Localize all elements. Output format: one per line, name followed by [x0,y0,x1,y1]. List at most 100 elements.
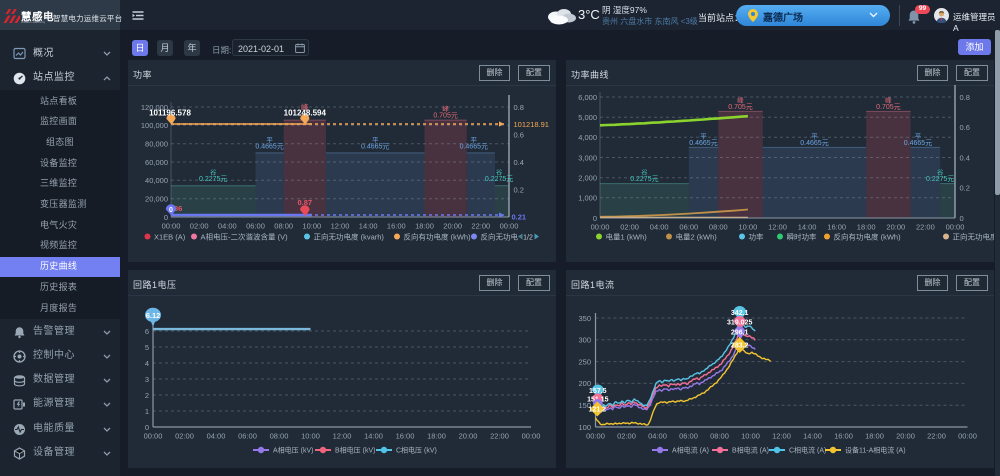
svg-text:峰: 峰 [737,96,744,105]
svg-text:反向有功电度 (kWh): 反向有功电度 (kWh) [404,231,472,241]
svg-text:283.2: 283.2 [731,343,749,350]
svg-text:0.87: 0.87 [297,198,312,207]
svg-text:0.705元: 0.705元 [876,103,901,111]
svg-text:08:00: 08:00 [709,223,728,232]
svg-text:0: 0 [164,213,168,222]
svg-text:峰: 峰 [301,102,309,112]
svg-text:14:00: 14:00 [364,432,383,441]
svg-text:16:00: 16:00 [834,432,853,441]
svg-text:02:00: 02:00 [620,223,639,232]
svg-text:反向有功电度 (kWh): 反向有功电度 (kWh) [834,231,902,241]
svg-text:平: 平 [372,136,379,144]
svg-text:150: 150 [578,401,591,410]
svg-text:0.2: 0.2 [960,184,970,193]
svg-text:C相电压 (kV): C相电压 (kV) [396,446,437,455]
svg-text:18:00: 18:00 [415,222,434,231]
svg-text:功率: 功率 [749,231,764,241]
svg-text:12:00: 12:00 [772,432,791,441]
svg-text:平: 平 [266,136,273,144]
svg-text:3: 3 [145,375,149,384]
svg-text:04:00: 04:00 [207,432,226,441]
svg-text:平: 平 [700,133,707,141]
svg-text:6,000: 6,000 [578,93,597,102]
svg-text:14:00: 14:00 [798,223,817,232]
svg-text:00:00: 00:00 [958,432,977,441]
svg-text:2: 2 [145,391,149,400]
svg-text:200: 200 [578,379,591,388]
svg-text:00:00: 00:00 [144,432,163,441]
svg-text:A相电压-二次谐波含量 (V): A相电压-二次谐波含量 (V) [201,231,289,241]
svg-text:B相电流 (A): B相电流 (A) [732,446,769,455]
svg-text:250: 250 [578,357,591,366]
svg-text:谷: 谷 [210,168,217,177]
svg-text:08:00: 08:00 [270,432,289,441]
svg-text:16:00: 16:00 [827,223,846,232]
svg-text:10:00: 10:00 [741,432,760,441]
svg-text:A相电压 (kV): A相电压 (kV) [273,446,313,455]
svg-text:10:00: 10:00 [739,223,758,232]
svg-text:反向无功电: 反向无功电 [481,231,519,241]
svg-text:0.4665元: 0.4665元 [904,139,932,147]
svg-text:20,000: 20,000 [145,195,168,204]
svg-text:4: 4 [145,359,149,368]
svg-text:18:00: 18:00 [427,432,446,441]
svg-text:0.2275元: 0.2275元 [485,175,513,183]
svg-text:1,000: 1,000 [578,194,597,203]
svg-text:峰: 峰 [442,104,449,113]
svg-text:0.6: 0.6 [960,123,970,132]
svg-text:296.1: 296.1 [731,330,749,337]
svg-text:101248.594: 101248.594 [284,109,327,118]
svg-text:157.5: 157.5 [589,388,607,395]
svg-text:6.12: 6.12 [146,311,161,320]
svg-text:08:00: 08:00 [274,222,293,231]
svg-text:0: 0 [960,214,964,223]
svg-text:0.8: 0.8 [960,93,970,102]
svg-text:80,000: 80,000 [145,140,168,149]
svg-text:101218.91: 101218.91 [514,120,549,129]
svg-text:08:00: 08:00 [710,432,729,441]
svg-text:0.4: 0.4 [960,153,970,162]
svg-text:3,000: 3,000 [578,153,597,162]
svg-text:电量1 (kWh): 电量1 (kWh) [606,231,648,241]
svg-text:0: 0 [593,214,597,223]
svg-text:00:00: 00:00 [162,222,181,231]
svg-text:20:00: 20:00 [896,432,915,441]
svg-text:06:00: 06:00 [679,223,698,232]
svg-text:A相电流 (A): A相电流 (A) [672,446,709,455]
svg-text:00:00: 00:00 [586,432,605,441]
svg-text:0.2275元: 0.2275元 [926,175,954,183]
svg-text:10:00: 10:00 [301,432,320,441]
svg-text:12:00: 12:00 [768,223,787,232]
svg-text:00:00: 00:00 [522,432,541,441]
svg-text:瞬时功率: 瞬时功率 [787,231,817,241]
svg-text:峰: 峰 [885,96,892,105]
svg-text:20:00: 20:00 [443,222,462,231]
svg-text:4,000: 4,000 [578,133,597,142]
svg-text:B相电压 (kV): B相电压 (kV) [335,446,375,455]
svg-text:04:00: 04:00 [648,432,667,441]
svg-text:X1EB (A): X1EB (A) [154,232,186,241]
svg-text:谷: 谷 [496,168,503,177]
svg-text:电量2 (kWh): 电量2 (kWh) [676,231,718,241]
svg-text:0.4665元: 0.4665元 [255,142,283,150]
svg-text:319.025: 319.025 [727,320,752,327]
svg-text:0.2: 0.2 [514,185,524,194]
svg-text:22:00: 22:00 [490,432,509,441]
svg-text:谷: 谷 [937,168,944,177]
svg-text:5,000: 5,000 [578,113,597,122]
svg-text:设备11-A相电流 (A): 设备11-A相电流 (A) [845,446,906,455]
svg-text:100: 100 [578,423,591,432]
svg-text:02:00: 02:00 [617,432,636,441]
svg-text:16:00: 16:00 [387,222,406,231]
svg-text:16:00: 16:00 [396,432,415,441]
svg-text:12:00: 12:00 [333,432,352,441]
svg-text:22:00: 22:00 [916,223,935,232]
svg-text:02:00: 02:00 [190,222,209,231]
svg-text:0.2275元: 0.2275元 [199,175,227,183]
svg-text:06:00: 06:00 [679,432,698,441]
svg-text:0.2275元: 0.2275元 [630,175,658,183]
svg-text:04:00: 04:00 [218,222,237,231]
svg-text:06:00: 06:00 [246,222,265,231]
svg-text:342.1: 342.1 [731,310,749,317]
svg-text:10:00: 10:00 [302,222,321,231]
